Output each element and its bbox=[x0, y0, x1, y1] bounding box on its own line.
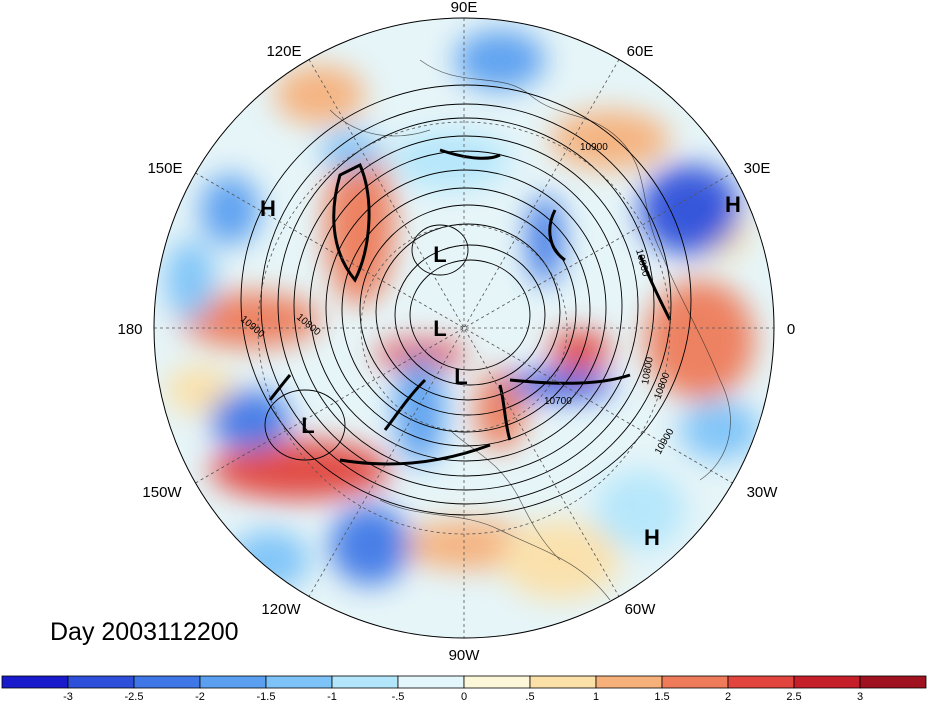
colorbar-tick-label: -3 bbox=[63, 691, 73, 702]
colorbar-box bbox=[199, 675, 267, 689]
low-center: L bbox=[454, 364, 467, 389]
anomaly-shading bbox=[154, 18, 774, 638]
day-title: Day 2003112200 bbox=[50, 618, 239, 646]
coastlines bbox=[329, 59, 731, 601]
colorbar-box bbox=[1, 675, 69, 689]
low-center: L bbox=[433, 242, 446, 267]
colorbar-box bbox=[661, 675, 729, 689]
colorbar-box bbox=[529, 675, 597, 689]
colorbar-box bbox=[793, 675, 861, 689]
colorbar-box bbox=[727, 675, 795, 689]
lon-label-150w: 150W bbox=[142, 484, 182, 501]
lon-label-90e: 90E bbox=[451, 0, 478, 16]
jet-contours bbox=[268, 148, 672, 466]
low-center: L bbox=[433, 316, 446, 341]
contour-label: 10800 bbox=[640, 356, 656, 386]
high-center: H bbox=[260, 196, 276, 221]
lon-label-60e: 60E bbox=[627, 43, 654, 60]
lon-label-120w: 120W bbox=[261, 601, 301, 618]
high-center: H bbox=[725, 192, 741, 217]
high-center: H bbox=[644, 525, 660, 550]
colorbar-tick-label: 2 bbox=[725, 691, 731, 702]
polar-stereographic-map: 90E 120E 60E 150E 30E 180 0 150W 30W 120… bbox=[117, 0, 795, 664]
contour-label: 10700 bbox=[544, 396, 572, 407]
lon-label-30e: 30E bbox=[744, 160, 771, 177]
colorbar-tick-label: -.5 bbox=[392, 691, 405, 702]
colorbar-box bbox=[397, 675, 465, 689]
colorbar-tick-label: -1.5 bbox=[257, 691, 276, 702]
graticule bbox=[154, 18, 774, 638]
colorbar-box bbox=[463, 675, 531, 689]
lon-label-0: 0 bbox=[787, 321, 795, 338]
colorbar-ticks: -3 -2.5 -2 -1.5 -1 -.5 0 .5 1 1.5 2 2.5 3 bbox=[63, 691, 863, 702]
colorbar-box bbox=[331, 675, 399, 689]
colorbar-tick-label: 1 bbox=[593, 691, 599, 702]
height-contours bbox=[240, 84, 692, 516]
colorbar-tick-label: 3 bbox=[857, 691, 863, 702]
colorbar-boxes bbox=[1, 675, 927, 689]
colorbar-tick-label: 2.5 bbox=[786, 691, 801, 702]
colorbar-tick-label: -1 bbox=[327, 691, 337, 702]
contour-label: 10900 bbox=[580, 142, 608, 153]
map-boundary bbox=[153, 17, 775, 639]
low-center: L bbox=[301, 413, 314, 438]
pressure-centers: H H L L L L H bbox=[260, 192, 741, 550]
lon-label-180: 180 bbox=[117, 321, 142, 338]
lon-label-120e: 120E bbox=[266, 43, 301, 60]
colorbar-box bbox=[595, 675, 663, 689]
lon-label-90w: 90W bbox=[449, 647, 481, 664]
colorbar: -3 -2.5 -2 -1.5 -1 -.5 0 .5 1 1.5 2 2.5 3 bbox=[1, 675, 927, 702]
colorbar-box bbox=[859, 675, 927, 689]
colorbar-tick-label: -2 bbox=[195, 691, 205, 702]
colorbar-tick-label: -2.5 bbox=[125, 691, 144, 702]
colorbar-tick-label: .5 bbox=[525, 691, 534, 702]
colorbar-box bbox=[265, 675, 333, 689]
colorbar-box bbox=[133, 675, 201, 689]
colorbar-tick-label: 0 bbox=[461, 691, 467, 702]
lon-label-60w: 60W bbox=[625, 601, 657, 618]
longitude-labels: 90E 120E 60E 150E 30E 180 0 150W 30W 120… bbox=[117, 0, 795, 664]
colorbar-tick-label: 1.5 bbox=[654, 691, 669, 702]
colorbar-box bbox=[67, 675, 135, 689]
lon-label-150e: 150E bbox=[147, 160, 182, 177]
lon-label-30w: 30W bbox=[747, 484, 779, 501]
